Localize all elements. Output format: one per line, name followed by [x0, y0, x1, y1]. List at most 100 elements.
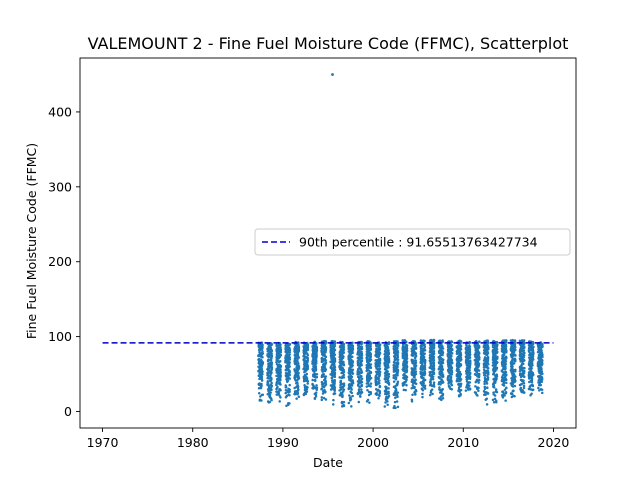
data-point [293, 361, 297, 365]
x-tick-label: 2000 [357, 435, 389, 450]
data-point [467, 354, 470, 358]
data-point [476, 361, 479, 364]
data-point [369, 343, 372, 346]
data-point [368, 359, 372, 362]
data-point [538, 380, 542, 384]
data-point [365, 400, 369, 403]
data-point [329, 384, 333, 387]
data-point [312, 349, 316, 353]
data-point [505, 373, 508, 377]
data-point [313, 379, 317, 382]
data-point [522, 356, 525, 359]
data-point [333, 389, 336, 393]
data-point [266, 381, 270, 385]
data-point [314, 345, 318, 349]
data-point [392, 346, 396, 350]
data-point [423, 386, 426, 389]
data-point [294, 354, 297, 357]
data-point [484, 365, 488, 368]
data-point [414, 347, 418, 350]
data-point [458, 351, 461, 354]
data-point [258, 346, 262, 349]
data-point [358, 365, 362, 368]
data-point [402, 352, 406, 355]
data-point [374, 387, 378, 391]
data-point [383, 405, 387, 408]
data-point [294, 343, 298, 346]
data-point [395, 368, 399, 371]
data-point [358, 377, 361, 381]
data-point [386, 403, 389, 406]
data-point [311, 345, 315, 349]
data-point [500, 378, 504, 381]
data-point [414, 372, 418, 376]
data-point [486, 369, 489, 373]
data-point [286, 376, 290, 380]
data-point [270, 352, 273, 355]
data-point [359, 374, 362, 378]
data-point [431, 355, 435, 358]
data-point [405, 357, 408, 361]
data-point [324, 355, 328, 358]
data-point [458, 363, 461, 367]
data-point [358, 362, 362, 365]
data-point [285, 365, 288, 369]
data-point [311, 360, 314, 363]
data-point [384, 350, 388, 353]
data-point [258, 349, 261, 352]
data-point [457, 344, 460, 348]
data-point [347, 355, 350, 358]
data-point [477, 389, 480, 392]
data-point [449, 349, 452, 353]
data-point [495, 351, 498, 355]
data-point [539, 377, 543, 380]
data-point [483, 376, 487, 380]
data-point [313, 357, 316, 361]
data-point [332, 347, 336, 350]
data-point [441, 393, 445, 397]
data-point [419, 360, 422, 364]
data-point [360, 377, 364, 381]
data-point [464, 389, 468, 392]
data-point [428, 356, 432, 360]
data-point [419, 370, 422, 374]
data-point [360, 347, 364, 350]
data-point [278, 343, 281, 346]
data-point [267, 385, 271, 388]
data-point [459, 388, 463, 392]
data-point [528, 356, 532, 360]
data-point [323, 351, 326, 354]
data-point [387, 387, 390, 390]
data-point [393, 355, 396, 359]
data-point [269, 391, 272, 394]
data-point [278, 355, 281, 359]
data-point [304, 350, 308, 353]
data-point [323, 378, 327, 382]
data-point [375, 359, 379, 362]
data-point [422, 379, 425, 382]
data-point [259, 358, 263, 361]
data-point [441, 375, 445, 378]
data-point [366, 374, 369, 377]
data-point [512, 373, 516, 376]
data-point [366, 389, 369, 392]
data-point [349, 367, 352, 371]
data-point [440, 398, 443, 402]
data-point [438, 377, 442, 380]
data-point [306, 348, 310, 352]
data-point [384, 360, 387, 363]
data-point [365, 379, 369, 383]
data-point [468, 369, 471, 372]
data-point [320, 356, 324, 360]
data-point [324, 361, 328, 364]
data-point [365, 382, 369, 385]
data-point [511, 357, 514, 361]
x-tick-label: 1990 [267, 435, 299, 450]
data-point [468, 350, 472, 353]
data-point [348, 396, 352, 400]
data-point [441, 387, 444, 391]
data-point [411, 393, 414, 397]
data-point [270, 343, 274, 346]
data-point [504, 365, 507, 369]
data-point [392, 380, 396, 383]
